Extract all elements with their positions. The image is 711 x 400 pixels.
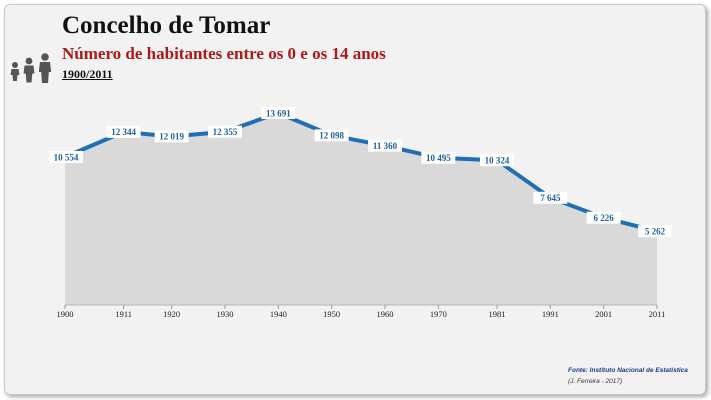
x-tick-label: 1940 [270, 309, 287, 319]
data-label-text: 5 262 [645, 227, 666, 237]
data-label-bg [368, 139, 402, 152]
data-label-bg [106, 125, 141, 138]
data-label-text: 10 554 [54, 152, 79, 162]
data-label: 11 360 [368, 139, 402, 152]
data-label-text: 7 645 [540, 193, 561, 203]
x-tick-label: 2001 [595, 309, 612, 319]
data-label-text: 12 019 [159, 132, 184, 142]
x-tick-label: 1950 [323, 309, 340, 319]
data-label-bg [533, 191, 568, 204]
source-note: Fonte: Instituto Nacional de Estatística [568, 367, 688, 374]
x-tick-label: 2011 [649, 309, 666, 319]
x-tick-label: 1920 [163, 309, 180, 319]
data-label-bg [638, 225, 672, 238]
credit-note: (J. Ferreira - 2017) [568, 378, 623, 385]
child-icon [23, 57, 35, 83]
data-label: 12 098 [314, 129, 349, 142]
data-label: 7 645 [533, 191, 568, 204]
x-tick-label: 1900 [57, 309, 74, 319]
data-label: 10 554 [49, 150, 83, 163]
data-label-text: 6 226 [594, 213, 615, 223]
x-tick-label: 1970 [430, 309, 447, 319]
data-label-bg [154, 130, 189, 143]
x-tick-label: 1930 [217, 309, 234, 319]
data-label-bg [208, 125, 242, 138]
period-label: 1900/2011 [62, 67, 113, 81]
data-label: 5 262 [638, 225, 672, 238]
chart-subtitle: Número de habitantes entre os 0 e os 14 … [62, 44, 386, 63]
data-label-text: 10 495 [426, 153, 451, 163]
data-label: 10 495 [421, 151, 456, 164]
data-label: 12 344 [106, 125, 141, 138]
data-label-bg [421, 151, 456, 164]
data-label: 10 324 [480, 154, 514, 167]
people-icons [10, 53, 52, 83]
data-label-bg [314, 129, 349, 142]
data-label: 12 355 [208, 125, 242, 138]
x-tick-label: 1960 [377, 309, 394, 319]
x-tick-label: 1991 [542, 309, 559, 319]
data-label-text: 11 360 [373, 141, 398, 151]
data-label-text: 12 098 [319, 131, 344, 141]
x-tick-label: 1981 [489, 309, 506, 319]
baby-icon [10, 62, 20, 81]
data-label: 6 226 [586, 211, 621, 224]
data-label-bg [480, 154, 514, 167]
data-label-text: 12 355 [213, 127, 238, 137]
x-tick-label: 1911 [115, 309, 132, 319]
data-label-bg [49, 150, 83, 163]
data-label-text: 13 691 [266, 108, 291, 118]
chart-title: Concelho de Tomar [62, 12, 271, 39]
area-fill [65, 113, 657, 305]
data-label-bg [261, 107, 296, 119]
data-label-text: 12 344 [111, 127, 136, 137]
data-label-bg [586, 211, 621, 224]
data-label-text: 10 324 [485, 156, 510, 166]
adult-icon [38, 53, 52, 83]
data-label: 12 019 [154, 130, 189, 143]
data-label: 13 691 [261, 107, 296, 119]
